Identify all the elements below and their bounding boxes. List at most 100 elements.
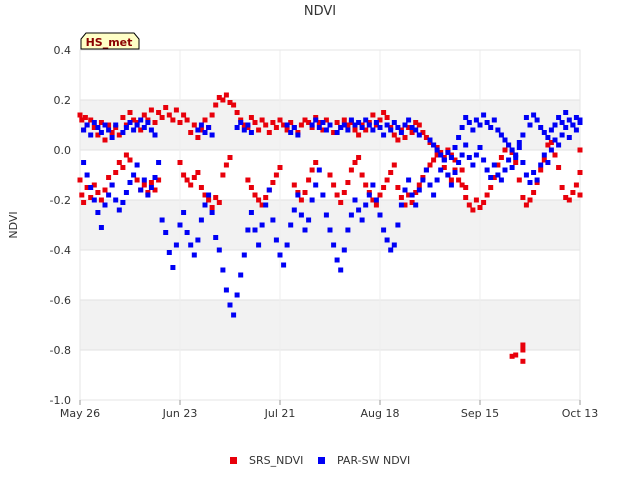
data-point-par-sw [566,117,572,123]
data-point-srs [409,200,415,205]
data-point-srs [177,160,183,165]
data-point-par-sw [488,125,494,130]
data-point-srs [273,125,279,130]
data-point-srs [220,172,226,178]
data-point-srs [391,132,397,138]
data-point-srs [413,120,419,125]
x-tick-label: Aug 18 [361,407,400,420]
data-point-srs [88,117,94,123]
data-point-par-sw [502,137,508,143]
data-point-srs [156,177,162,183]
data-point-srs [106,175,112,180]
data-point-par-sw [270,217,276,223]
data-point-srs [270,180,276,185]
x-axis: May 26 Jun 23 Jul 21 Aug 18 Sep 15 Oct 13 [60,400,598,420]
data-point-par-sw [252,227,258,233]
legend-label-srs: SRS_NDVI [249,454,303,467]
data-point-par-sw [366,192,372,198]
data-point-par-sw [123,125,129,130]
data-point-srs [484,192,490,198]
data-point-par-sw [538,162,544,168]
data-point-par-sw [473,152,479,158]
data-point-par-sw [306,217,312,223]
data-point-par-sw [95,125,101,130]
data-point-par-sw [238,120,244,125]
data-point-par-sw [298,212,304,218]
data-point-srs [181,172,187,178]
x-tick-label: Jun 23 [162,407,198,420]
legend: SRS_NDVI PAR-SW NDVI [230,454,410,467]
data-point-srs [95,190,101,195]
data-point-par-sw [316,125,322,130]
data-point-par-sw [534,177,540,183]
data-point-srs [513,352,519,358]
data-point-par-sw [363,202,369,208]
data-point-par-sw [395,222,401,228]
data-point-srs [95,132,101,138]
site-badge-label: HS_met [86,36,133,49]
data-point-srs [434,152,440,158]
data-point-par-sw [477,145,483,150]
legend-item-srs[interactable]: SRS_NDVI [230,454,303,467]
data-point-srs [206,197,212,203]
data-point-srs [470,207,476,213]
data-point-srs [413,190,419,195]
data-point-par-sw [284,122,290,128]
data-point-par-sw [570,122,576,128]
data-point-par-sw [448,182,454,188]
data-point-srs [409,130,415,135]
data-point-par-sw [284,242,290,248]
data-point-par-sw [409,125,415,130]
data-point-srs [306,120,312,125]
data-point-srs [402,202,408,208]
data-point-srs [166,112,172,118]
data-point-srs [123,152,129,158]
data-point-srs [577,192,583,198]
data-point-srs [563,195,569,200]
data-point-par-sw [470,162,476,168]
data-point-par-sw [423,167,429,173]
data-point-srs [416,122,422,128]
data-point-srs [79,117,85,123]
data-point-par-sw [231,312,237,318]
y-tick-label: -0.8 [50,344,71,357]
data-point-par-sw [338,267,344,273]
data-point-par-sw [573,127,579,133]
data-point-par-sw [491,117,497,123]
y-tick-label: 0.4 [54,44,72,57]
data-point-par-sw [209,210,215,215]
data-point-srs [377,117,383,123]
data-point-srs [102,187,108,193]
data-point-par-sw [552,137,558,143]
data-point-srs [520,347,526,353]
data-point-srs [195,170,201,175]
data-point-srs [252,192,258,198]
data-point-srs [520,195,526,200]
data-point-par-sw [295,132,301,138]
data-point-par-sw [459,125,465,130]
data-point-par-sw [216,247,222,253]
data-point-par-sw [466,120,472,125]
legend-item-par-sw[interactable]: PAR-SW NDVI [318,454,410,467]
data-point-srs [120,165,126,170]
data-point-srs [288,120,294,125]
data-point-srs [523,202,529,208]
data-point-par-sw [206,125,212,130]
data-point-par-sw [445,172,451,178]
data-point-srs [545,142,551,148]
data-point-par-sw [377,125,383,130]
data-point-par-sw [548,147,554,153]
data-point-par-sw [327,122,333,128]
data-point-par-sw [573,115,579,120]
data-point-par-sw [466,155,472,160]
data-point-srs [77,112,83,118]
data-point-par-sw [170,265,176,270]
data-point-par-sw [559,132,565,138]
data-point-par-sw [223,287,229,293]
data-point-par-sw [238,272,244,278]
data-point-par-sw [366,122,372,128]
data-point-par-sw [502,167,508,173]
data-point-srs [391,162,397,168]
